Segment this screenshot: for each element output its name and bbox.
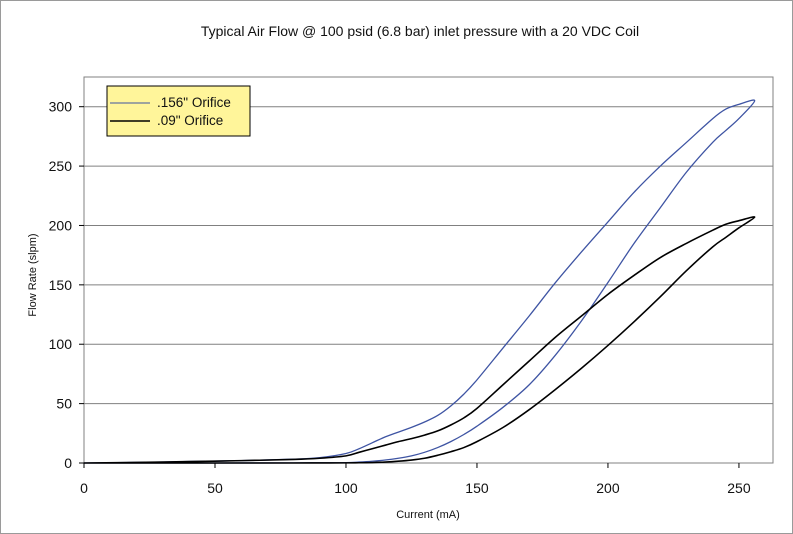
y-tick-label-300: 300: [49, 99, 73, 115]
legend: .156" Orifice .09" Orifice: [106, 85, 251, 137]
x-tick-label-100: 100: [334, 480, 358, 496]
series-line-156-orifice: [83, 99, 756, 464]
plot-area: [83, 76, 774, 464]
chart-title: Typical Air Flow @ 100 psid (6.8 bar) in…: [201, 23, 639, 39]
legend-box: [106, 85, 251, 137]
y-tick-label-100: 100: [49, 336, 73, 352]
axes: 0 50 100 150 200 250 300 0 50 100 150 200 250: [49, 99, 751, 496]
y-tick-label-150: 150: [49, 277, 73, 293]
y-tick-label-0: 0: [64, 455, 72, 471]
y-axis-label: Flow Rate (slpm): [27, 233, 39, 316]
x-tick-label-150: 150: [465, 480, 489, 496]
legend-label-156-orifice: .156" Orifice: [157, 95, 231, 110]
series-line-09-orifice: [83, 216, 756, 464]
x-tick-label-50: 50: [207, 480, 223, 496]
x-axis-label: Current (mA): [396, 509, 460, 521]
legend-label-09-orifice: .09" Orifice: [157, 113, 223, 128]
x-tick-label-200: 200: [596, 480, 620, 496]
series-lines: [83, 99, 756, 464]
x-tick-label-0: 0: [80, 480, 88, 496]
y-tick-label-50: 50: [56, 396, 72, 412]
y-tick-label-250: 250: [49, 158, 73, 174]
y-tick-label-200: 200: [49, 217, 73, 233]
x-tick-label-250: 250: [727, 480, 751, 496]
